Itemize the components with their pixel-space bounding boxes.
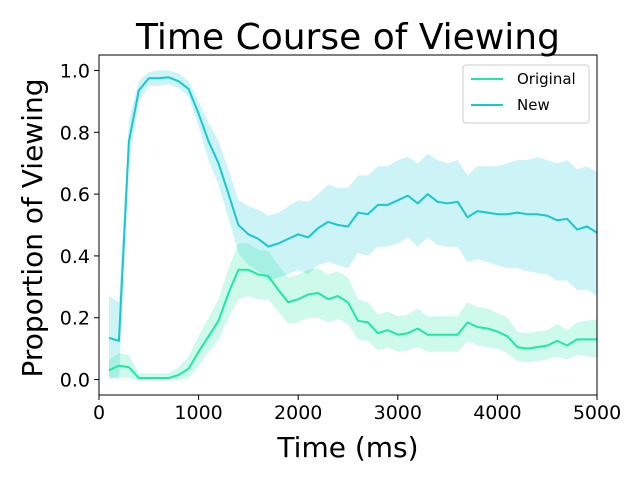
- band-new: [109, 70, 597, 380]
- y-tick-label: 0.6: [60, 184, 90, 206]
- x-tick-label: 0: [93, 402, 105, 424]
- y-tick-label: 0.8: [60, 122, 90, 144]
- y-axis-ticks: 0.0 0.2 0.4 0.6 0.8 1.0: [60, 60, 99, 392]
- legend-label-new: New: [517, 96, 550, 114]
- series-lines: [108, 76, 598, 379]
- y-tick-label: 0.0: [60, 370, 90, 392]
- plot-frame: [98, 54, 598, 396]
- x-axis-label: Time (ms): [276, 431, 418, 464]
- x-tick-label: 2000: [274, 402, 322, 424]
- chart-title: Time Course of Viewing: [135, 17, 560, 58]
- x-tick-label: 3000: [374, 402, 422, 424]
- legend-label-original: Original: [517, 70, 576, 88]
- line-new: [108, 76, 598, 342]
- x-axis-ticks: 0 1000 2000 3000 4000 5000: [93, 395, 621, 424]
- x-tick-label: 4000: [473, 402, 521, 424]
- x-tick-label: 1000: [174, 402, 222, 424]
- y-tick-label: 0.2: [60, 308, 90, 330]
- line-original: [108, 268, 597, 379]
- legend: Original New: [462, 64, 590, 124]
- x-tick-label: 5000: [573, 402, 621, 424]
- y-tick-label: 0.4: [60, 246, 90, 268]
- y-tick-label: 1.0: [60, 60, 90, 82]
- y-axis-label: Proportion of Viewing: [16, 78, 49, 377]
